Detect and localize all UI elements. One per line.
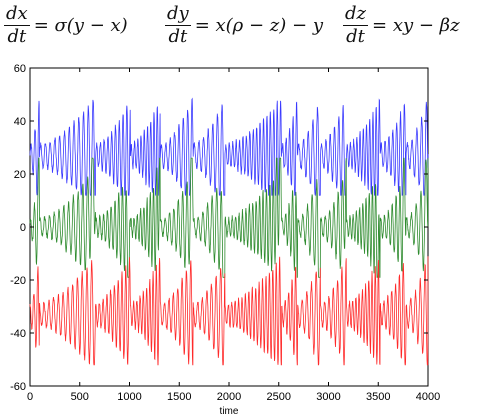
- tick-labels-layer: 0 500 1000 1500 2000 2500 3000 3500 40006040200-…: [10, 63, 440, 403]
- rhs-z: = xy − βz: [372, 14, 460, 36]
- fraction-dz-dt: dz dt: [343, 3, 369, 47]
- equation-dy-dt: dy dt = x(ρ − z) − y: [165, 4, 323, 47]
- x-tick-label: 2000: [217, 391, 241, 403]
- series-line-1: [29, 97, 429, 197]
- x-tick-label: 1000: [117, 391, 141, 403]
- fraction-dx-dt: dx dt: [4, 4, 30, 47]
- equation-dx-dt: dx dt = σ(y − x): [4, 4, 128, 47]
- y-tick-label: 60: [14, 63, 26, 75]
- equations-header: dx dt = σ(y − x) dy dt = x(ρ − z) − y dz…: [0, 0, 500, 62]
- x-tick-label: 500: [71, 391, 89, 403]
- y-tick-label: -40: [10, 328, 26, 340]
- series-line-2: [29, 157, 429, 278]
- denominator-dt: dt: [346, 26, 365, 47]
- x-axis-title: time: [220, 406, 239, 417]
- y-tick-label: 0: [20, 222, 26, 234]
- y-tick-label: 20: [14, 169, 26, 181]
- equation-dz-dt: dz dt = xy − βz: [343, 4, 460, 47]
- x-tick-label: 0: [27, 391, 33, 403]
- numerator-dx: dx: [4, 3, 30, 26]
- rhs-y: = x(ρ − z) − y: [194, 14, 323, 36]
- numerator-dz: dz: [343, 3, 369, 26]
- y-tick-label: 40: [14, 116, 26, 128]
- y-tick-label: -20: [10, 275, 26, 287]
- lorenz-time-series-chart: 0 500 1000 1500 2000 2500 3000 3500 40006040200-…: [10, 63, 440, 417]
- denominator-dt: dt: [7, 26, 27, 47]
- series-layer: [29, 97, 429, 366]
- y-tick-label: -60: [10, 381, 26, 393]
- denominator-dt: dt: [168, 26, 188, 47]
- fraction-dy-dt: dy dt: [165, 4, 191, 47]
- x-tick-label: 4000: [416, 391, 440, 403]
- x-tick-label: 3000: [316, 391, 340, 403]
- x-tick-label: 3500: [366, 391, 390, 403]
- rhs-x: = σ(y − x): [33, 14, 128, 36]
- x-tick-label: 2500: [267, 391, 291, 403]
- x-tick-label: 1500: [167, 391, 191, 403]
- ticks-layer: [29, 67, 429, 387]
- numerator-dy: dy: [165, 3, 191, 26]
- series-line-3: [29, 256, 429, 366]
